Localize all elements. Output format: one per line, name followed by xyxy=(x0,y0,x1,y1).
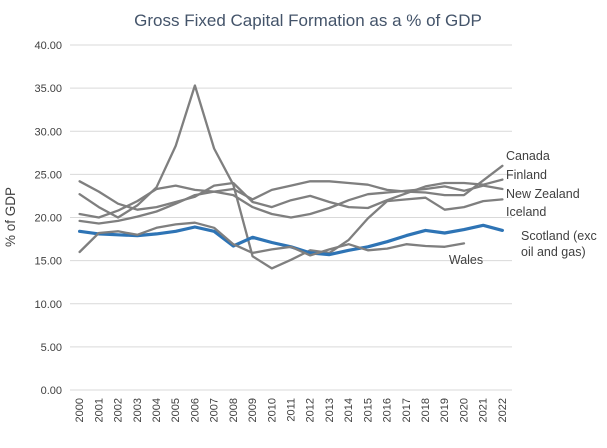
x-tick-label: 2000 xyxy=(74,398,86,422)
x-tick-label: 2007 xyxy=(209,398,221,422)
series-line-wales xyxy=(78,221,466,257)
x-tick-label: 2021 xyxy=(478,398,490,422)
x-tick-label: 2003 xyxy=(132,398,144,422)
x-tick-label: 2008 xyxy=(228,398,240,422)
y-axis-title: % of GDP xyxy=(3,187,18,247)
x-tick-label: 2004 xyxy=(151,398,163,422)
x-tick-label: 2014 xyxy=(343,398,355,422)
series-lines xyxy=(77,84,504,270)
series-label-new-zealand: New Zealand xyxy=(506,187,580,201)
series-label-wales: Wales xyxy=(449,253,483,267)
y-tick-label: 25.00 xyxy=(34,169,62,181)
y-tick-label: 35.00 xyxy=(34,83,62,95)
x-tick-label: 2012 xyxy=(305,398,317,422)
y-tick-label: 10.00 xyxy=(34,299,62,311)
x-tick-label: 2005 xyxy=(170,398,182,422)
x-tick-label: 2011 xyxy=(286,398,298,422)
series-line-scotland-exc-oil-and-gas xyxy=(77,223,504,257)
y-tick-label: 30.00 xyxy=(34,126,62,138)
chart-title: Gross Fixed Capital Formation as a % of … xyxy=(134,11,482,30)
series-label-canada: Canada xyxy=(506,149,550,163)
y-axis-tick-labels: 0.00 5.00 10.00 15.00 20.00 25.00 30.00 35.00 40… xyxy=(34,40,62,397)
series-label-finland: Finland xyxy=(506,168,547,182)
series-line-finland xyxy=(78,178,504,211)
y-tick-label: 15.00 xyxy=(34,256,62,268)
x-tick-label: 2006 xyxy=(189,398,201,422)
x-tick-label: 2010 xyxy=(266,398,278,422)
series-label-scotland-exc-oil-and-gas: oil and gas) xyxy=(521,245,586,259)
x-axis-tick-labels: 2000 2001 2002 2003 2004 2005 2006 2007 2008 2009… xyxy=(74,398,509,422)
x-tick-label: 2016 xyxy=(382,398,394,422)
y-tick-label: 20.00 xyxy=(34,213,62,225)
series-label-iceland: Iceland xyxy=(506,205,546,219)
x-tick-label: 2013 xyxy=(324,398,336,422)
y-tick-label: 0.00 xyxy=(41,385,62,397)
x-tick-label: 2001 xyxy=(93,398,105,422)
y-tick-label: 5.00 xyxy=(41,342,62,354)
series-end-labels: Canada Finland New Zealand Iceland Scotland … xyxy=(449,149,597,267)
x-tick-label: 2002 xyxy=(113,398,125,422)
series-line-canada xyxy=(78,164,504,225)
x-tick-label: 2020 xyxy=(458,398,470,422)
y-tick-label: 40.00 xyxy=(34,40,62,52)
series-label-scotland-exc-oil-and-gas: Scotland (exc xyxy=(521,229,597,243)
x-tick-label: 2015 xyxy=(362,398,374,422)
x-tick-label: 2017 xyxy=(401,398,413,422)
x-tick-label: 2022 xyxy=(497,398,509,422)
x-tick-label: 2019 xyxy=(439,398,451,422)
x-tick-label: 2009 xyxy=(247,398,259,422)
series-line-iceland xyxy=(78,84,504,270)
x-tick-label: 2018 xyxy=(420,398,432,422)
